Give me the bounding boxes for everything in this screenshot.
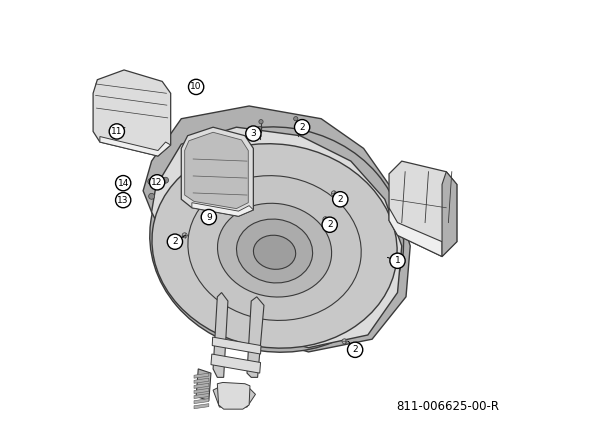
Text: 1: 1 bbox=[395, 256, 400, 265]
Polygon shape bbox=[389, 208, 442, 257]
Circle shape bbox=[149, 175, 165, 190]
Polygon shape bbox=[194, 393, 209, 399]
Polygon shape bbox=[213, 386, 256, 407]
Polygon shape bbox=[192, 203, 253, 216]
Circle shape bbox=[293, 117, 298, 121]
Ellipse shape bbox=[152, 144, 397, 348]
Circle shape bbox=[253, 135, 258, 140]
Circle shape bbox=[390, 253, 405, 268]
Circle shape bbox=[296, 129, 302, 134]
Polygon shape bbox=[247, 297, 264, 377]
Text: 14: 14 bbox=[118, 179, 129, 188]
Circle shape bbox=[148, 179, 154, 184]
Polygon shape bbox=[194, 388, 209, 393]
Circle shape bbox=[296, 123, 300, 127]
Polygon shape bbox=[211, 354, 260, 373]
Circle shape bbox=[342, 339, 347, 344]
Circle shape bbox=[116, 176, 131, 191]
Polygon shape bbox=[194, 373, 209, 378]
Text: 10: 10 bbox=[190, 82, 202, 92]
Text: 2: 2 bbox=[299, 123, 305, 132]
Ellipse shape bbox=[253, 235, 296, 269]
Text: 3: 3 bbox=[250, 129, 256, 138]
Polygon shape bbox=[194, 378, 209, 383]
Circle shape bbox=[259, 120, 263, 124]
Circle shape bbox=[332, 192, 348, 207]
Text: 9: 9 bbox=[206, 212, 212, 222]
Text: 2: 2 bbox=[352, 345, 358, 354]
Circle shape bbox=[295, 120, 310, 135]
Circle shape bbox=[201, 209, 217, 225]
Text: 2: 2 bbox=[327, 220, 332, 229]
Circle shape bbox=[116, 192, 131, 208]
Polygon shape bbox=[100, 137, 170, 156]
Ellipse shape bbox=[218, 203, 332, 297]
Circle shape bbox=[256, 133, 261, 138]
Polygon shape bbox=[181, 127, 253, 216]
Polygon shape bbox=[194, 399, 209, 404]
Circle shape bbox=[149, 193, 155, 199]
Text: 11: 11 bbox=[111, 127, 122, 136]
Circle shape bbox=[246, 126, 261, 141]
Ellipse shape bbox=[150, 127, 404, 352]
Text: 13: 13 bbox=[118, 195, 129, 205]
Polygon shape bbox=[185, 132, 248, 209]
Circle shape bbox=[323, 217, 328, 222]
Ellipse shape bbox=[188, 176, 361, 321]
Circle shape bbox=[331, 191, 337, 196]
Polygon shape bbox=[389, 161, 457, 257]
Polygon shape bbox=[143, 106, 410, 352]
Circle shape bbox=[347, 342, 363, 357]
Circle shape bbox=[167, 234, 182, 249]
Polygon shape bbox=[442, 172, 457, 257]
Circle shape bbox=[188, 79, 204, 95]
Polygon shape bbox=[217, 382, 250, 409]
Text: 2: 2 bbox=[172, 237, 178, 246]
Polygon shape bbox=[152, 127, 402, 348]
Polygon shape bbox=[194, 383, 209, 388]
Circle shape bbox=[257, 126, 262, 131]
Text: 2: 2 bbox=[337, 195, 343, 204]
Polygon shape bbox=[212, 337, 261, 354]
Polygon shape bbox=[93, 70, 170, 156]
Ellipse shape bbox=[236, 219, 313, 283]
Circle shape bbox=[163, 177, 169, 183]
Circle shape bbox=[109, 124, 124, 139]
Text: 811-006625-00-R: 811-006625-00-R bbox=[396, 400, 499, 413]
Text: 12: 12 bbox=[151, 178, 163, 187]
Polygon shape bbox=[196, 369, 211, 401]
Polygon shape bbox=[213, 293, 228, 377]
Circle shape bbox=[322, 217, 337, 232]
Circle shape bbox=[182, 233, 187, 238]
Polygon shape bbox=[194, 404, 209, 409]
